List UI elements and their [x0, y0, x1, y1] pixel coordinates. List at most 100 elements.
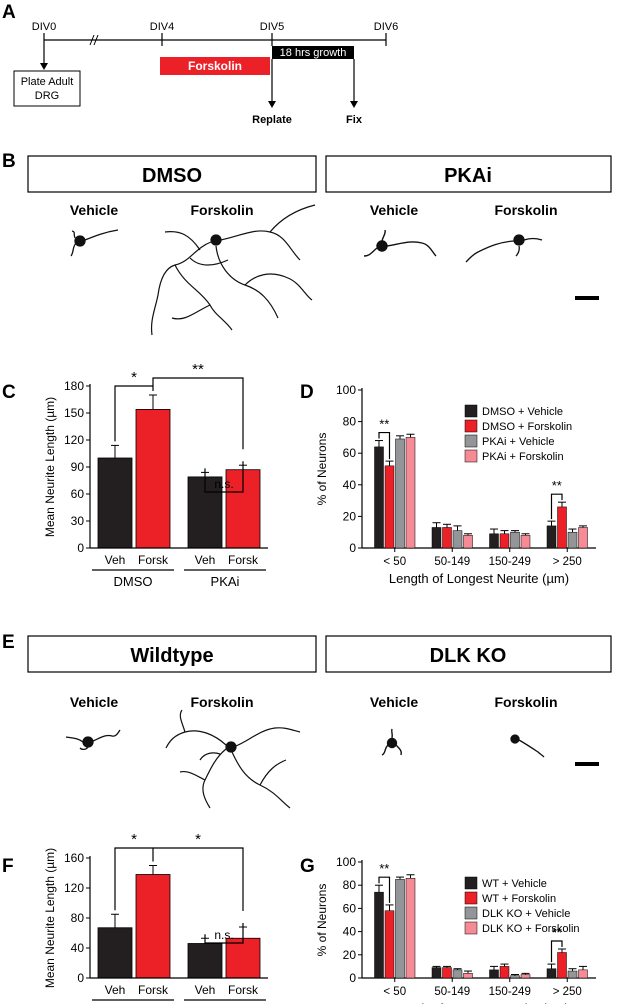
legend-entry: PKAi + Forskolin: [482, 451, 564, 463]
x-tick-label: > 250: [553, 986, 582, 998]
group-box-pkai: [325, 155, 612, 193]
fix-arrowhead: [350, 101, 358, 108]
bar: [499, 966, 510, 979]
growth-bar-label: 18 hrs growth: [280, 47, 347, 59]
y-tick-label: 180: [64, 379, 84, 393]
bar: [374, 446, 384, 549]
significance-bracket: [152, 377, 244, 450]
group-label: DMSO: [114, 574, 153, 589]
group-label-wildtype: Wildtype: [130, 645, 213, 667]
timeline-day-label: DIV6: [374, 21, 398, 33]
plate-label: DRG: [35, 90, 59, 102]
image-label: Vehicle: [70, 694, 118, 710]
significance-label: n.s.: [214, 477, 233, 491]
bar: [97, 457, 133, 549]
neuron-image-pkai-vehicle: [363, 229, 437, 257]
x-tick-label: Veh: [105, 983, 126, 997]
x-tick-label: > 250: [553, 556, 582, 568]
panel-b-images: DMSO PKAi Vehicle Forskolin Vehicle Fors…: [27, 155, 612, 336]
significance-label: **: [379, 861, 389, 876]
fix-label: Fix: [346, 114, 363, 126]
bar: [578, 527, 588, 549]
bar: [463, 973, 473, 979]
y-tick-label: 80: [343, 415, 357, 429]
bar: [187, 943, 223, 979]
bar: [578, 969, 588, 979]
neuron-image-wt-vehicle: [65, 729, 121, 751]
timeline-day-label: DIV5: [260, 21, 284, 33]
bar: [452, 969, 463, 979]
x-tick-label: Forsk: [138, 983, 169, 997]
significance-bracket: [378, 431, 391, 460]
y-tick-label: 150: [64, 406, 84, 420]
y-tick-label: 0: [77, 971, 84, 985]
timeline-day-label: DIV4: [150, 21, 174, 33]
bar: [374, 891, 384, 979]
significance-bracket: [378, 876, 391, 903]
significance-bracket: [550, 940, 563, 963]
forskolin-bar-label: Forskolin: [188, 59, 242, 73]
x-tick-label: 50-149: [434, 556, 470, 568]
bar: [567, 970, 578, 979]
growth-bar: [272, 46, 354, 59]
bar: [489, 533, 499, 549]
group-label: PKAi: [211, 574, 240, 589]
group-label-pkai: PKAi: [444, 165, 492, 187]
group-box-dlk-ko: [325, 635, 612, 673]
legend-entry: WT + Vehicle: [482, 878, 547, 890]
bar: [520, 535, 531, 549]
significance-bracket: [114, 847, 154, 911]
y-tick-label: 80: [71, 911, 85, 925]
y-tick-label: 100: [336, 855, 356, 869]
image-label: Forskolin: [190, 202, 253, 218]
panel-letter-g: G: [300, 856, 315, 877]
plate-label: Plate Adult: [21, 76, 74, 88]
image-label: Forskolin: [494, 694, 557, 710]
bar: [405, 877, 416, 979]
y-tick-label: 30: [71, 514, 85, 528]
neuron-image-dlk-forskolin: [510, 734, 545, 758]
significance-label: n.s.: [214, 928, 233, 942]
axis-break-mark: [89, 34, 95, 46]
legend-entry: DLK KO + Forskolin: [482, 923, 580, 935]
significance-bracket: [114, 385, 154, 442]
bar: [405, 437, 416, 549]
group-label-dlk-ko: DLK KO: [430, 645, 507, 667]
significance-label: *: [131, 369, 137, 386]
y-axis-label: % of Neurons: [315, 884, 329, 957]
legend-entry: DMSO + Vehicle: [482, 406, 563, 418]
group-box-wildtype: [27, 635, 317, 673]
bar: [395, 438, 405, 549]
x-tick-label: 150-249: [489, 556, 531, 568]
bar: [546, 968, 557, 979]
significance-bracket: [204, 461, 244, 493]
y-tick-label: 0: [349, 971, 356, 985]
bar: [510, 531, 520, 549]
x-tick-label: Forsk: [138, 553, 169, 567]
x-tick-label: 150-249: [489, 986, 531, 998]
y-tick-label: 60: [343, 446, 357, 460]
x-tick-label: Veh: [195, 983, 216, 997]
legend-entry: DMSO + Forskolin: [482, 421, 572, 433]
x-tick-label: Forsk: [228, 553, 259, 567]
panel-letter-a: A: [2, 2, 16, 23]
bar: [452, 530, 463, 549]
bar: [431, 967, 442, 979]
significance-bracket: [550, 493, 563, 520]
bar: [431, 527, 442, 549]
timeline: DIV0 DIV4 DIV5 DIV6 Plate Adult DRG Fors…: [13, 21, 398, 126]
significance-label: **: [552, 925, 562, 940]
plate-box: [13, 70, 81, 107]
scale-bar: [575, 762, 599, 766]
chart-f: 0 40 80 120 160 Mean Neurite Length (µm) Veh Fo…: [43, 831, 268, 1001]
bar: [395, 879, 405, 979]
image-label: Vehicle: [70, 202, 118, 218]
bar: [384, 465, 395, 549]
legend-swatch: [464, 891, 478, 905]
bar: [499, 533, 510, 549]
bar: [442, 967, 452, 979]
y-tick-label: 0: [77, 541, 84, 555]
bar: [97, 927, 133, 979]
neuron-image-pkai-forskolin: [465, 234, 543, 263]
